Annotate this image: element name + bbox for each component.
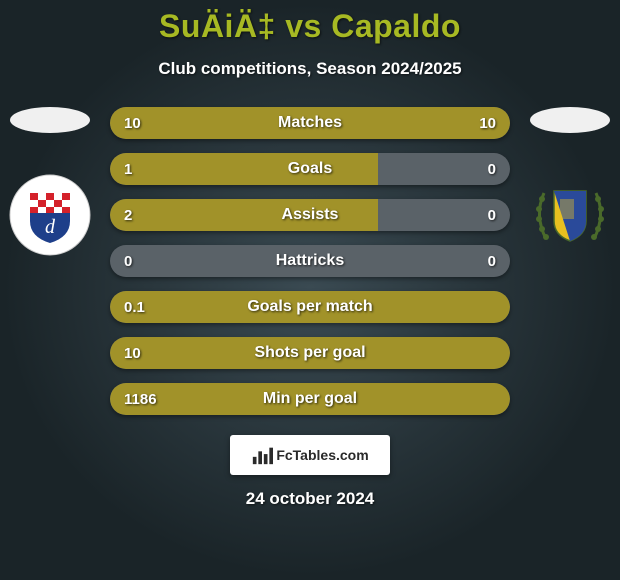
- stat-value-left: 1186: [124, 383, 157, 415]
- stat-bar-bg: [110, 245, 510, 277]
- stat-row: 1186Min per goal: [110, 383, 510, 415]
- watermark-badge[interactable]: FcTables.com: [230, 435, 390, 475]
- stat-bar-left-fill: [110, 153, 378, 185]
- stat-bar-left-fill: [110, 337, 510, 369]
- stat-row: 0.1Goals per match: [110, 291, 510, 323]
- page-title: SuÄiÄ‡ vs Capaldo: [159, 8, 461, 45]
- stat-row: 10Goals: [110, 153, 510, 185]
- stat-bar-left-fill: [110, 199, 378, 231]
- dinamo-zagreb-crest-icon: d: [8, 173, 92, 257]
- stat-row: 20Assists: [110, 199, 510, 231]
- svg-text:d: d: [45, 216, 56, 238]
- stat-row: 1010Matches: [110, 107, 510, 139]
- wreath-crest-icon: [528, 173, 612, 257]
- stat-bar-left-fill: [110, 291, 510, 323]
- comparison-card: SuÄiÄ‡ vs Capaldo Club competitions, Sea…: [0, 0, 620, 580]
- stat-value-left: 0: [124, 245, 132, 277]
- stat-value-right: 10: [479, 107, 496, 139]
- watermark-text: FcTables.com: [276, 447, 368, 463]
- stat-value-left: 1: [124, 153, 132, 185]
- page-subtitle: Club competitions, Season 2024/2025: [158, 59, 461, 79]
- bar-chart-icon: [251, 444, 273, 466]
- right-flag-ellipse: [530, 107, 610, 133]
- right-player-col: [520, 107, 620, 257]
- stat-value-right: 0: [488, 153, 496, 185]
- right-club-crest: [528, 173, 612, 257]
- stat-value-left: 2: [124, 199, 132, 231]
- stat-value-left: 10: [124, 107, 141, 139]
- stat-row: 10Shots per goal: [110, 337, 510, 369]
- stat-value-right: 0: [488, 245, 496, 277]
- footer-date: 24 october 2024: [246, 489, 375, 509]
- stat-bar-left-fill: [110, 383, 510, 415]
- stat-value-right: 0: [488, 199, 496, 231]
- main-area: d 1010Matches10Goals20Assists00Hattricks…: [0, 107, 620, 415]
- stat-row: 00Hattricks: [110, 245, 510, 277]
- left-player-col: d: [0, 107, 100, 257]
- stat-bars: 1010Matches10Goals20Assists00Hattricks0.…: [110, 107, 510, 415]
- stat-value-left: 0.1: [124, 291, 145, 323]
- left-flag-ellipse: [10, 107, 90, 133]
- stat-value-left: 10: [124, 337, 141, 369]
- left-club-crest: d: [8, 173, 92, 257]
